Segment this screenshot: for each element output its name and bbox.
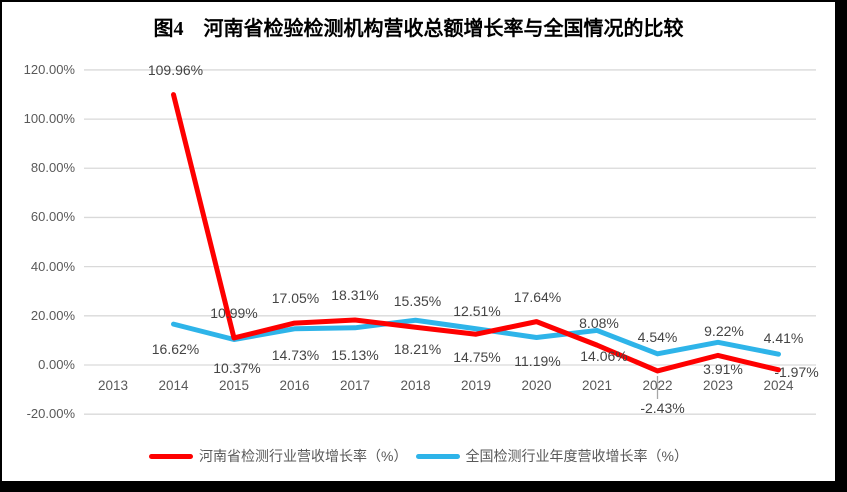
data-label: 4.54% [637,328,678,345]
data-label: 10.99% [210,304,258,321]
x-axis-tick-label: 2023 [702,378,734,393]
y-axis-tick-label: 60.00% [30,209,75,225]
y-axis-tick-label: 20.00% [30,307,75,323]
x-axis-tick-label: 2024 [763,378,794,393]
data-label: 17.64% [513,288,562,305]
data-label: 17.05% [271,290,320,307]
data-label: 18.21% [393,341,442,358]
series-line-national [171,317,781,357]
data-label: 11.19% [514,353,561,370]
y-axis-tick-label: 80.00% [30,160,75,176]
data-label: 3.91% [703,361,743,378]
data-label: 15.35% [393,293,442,310]
legend-item-henan: 河南省检测行业营收增长率（%） [149,446,408,466]
x-axis-tick-label: 2020 [521,378,552,393]
data-label: 18.31% [331,286,379,303]
x-axis-tick-label: 2014 [158,378,189,393]
legend-item-national: 全国检测行业年度营收增长率（%） [415,446,688,466]
x-axis-tick-label: 2018 [400,378,431,393]
y-axis-tick-label: 40.00% [30,258,75,274]
data-label: 14.75% [453,348,501,365]
y-axis-tick-label: 100.00% [23,111,75,127]
x-axis-tick-label: 2016 [279,378,310,393]
data-label: 10.37% [213,359,261,376]
data-label: 16.62% [151,341,200,358]
data-label: 12.51% [453,303,501,320]
data-label: 14.06% [580,348,628,365]
data-label: 109.96% [147,61,204,78]
y-axis-tick-label: -20.00% [26,406,75,422]
series-line-henan [171,92,781,374]
data-label: 9.22% [704,323,744,340]
data-label: 4.41% [763,330,804,347]
x-axis-tick-label: 2017 [339,378,371,393]
x-axis-tick-label: 2022 [642,378,673,393]
y-axis-tick-label: 120.00% [23,61,75,77]
x-axis-tick-label: 2021 [581,378,613,393]
chart-canvas [2,2,835,481]
legend-label-national: 全国检测行业年度营收增长率（%） [465,448,688,464]
y-axis-tick-label: 0.00% [38,357,75,372]
legend: 河南省检测行业营收增长率（%） 全国检测行业年度营收增长率（%） [2,446,835,466]
legend-line-henan-swatch [149,453,194,459]
data-label: 8.08% [579,315,619,332]
data-label: 14.73% [271,346,320,363]
legend-label-henan: 河南省检测行业营收增长率（%） [199,448,408,464]
data-label: 15.13% [331,346,379,363]
x-axis-tick-label: 2015 [218,378,250,393]
data-label: -1.97% [774,363,819,380]
chart-title: 图4 河南省检验检测机构营收总额增长率与全国情况的比较 [153,18,684,40]
x-axis-tick-label: 2019 [460,378,492,393]
legend-line-national-swatch [415,453,460,459]
data-label: -2.43% [640,399,685,416]
x-axis-tick-label: 2013 [97,378,129,393]
